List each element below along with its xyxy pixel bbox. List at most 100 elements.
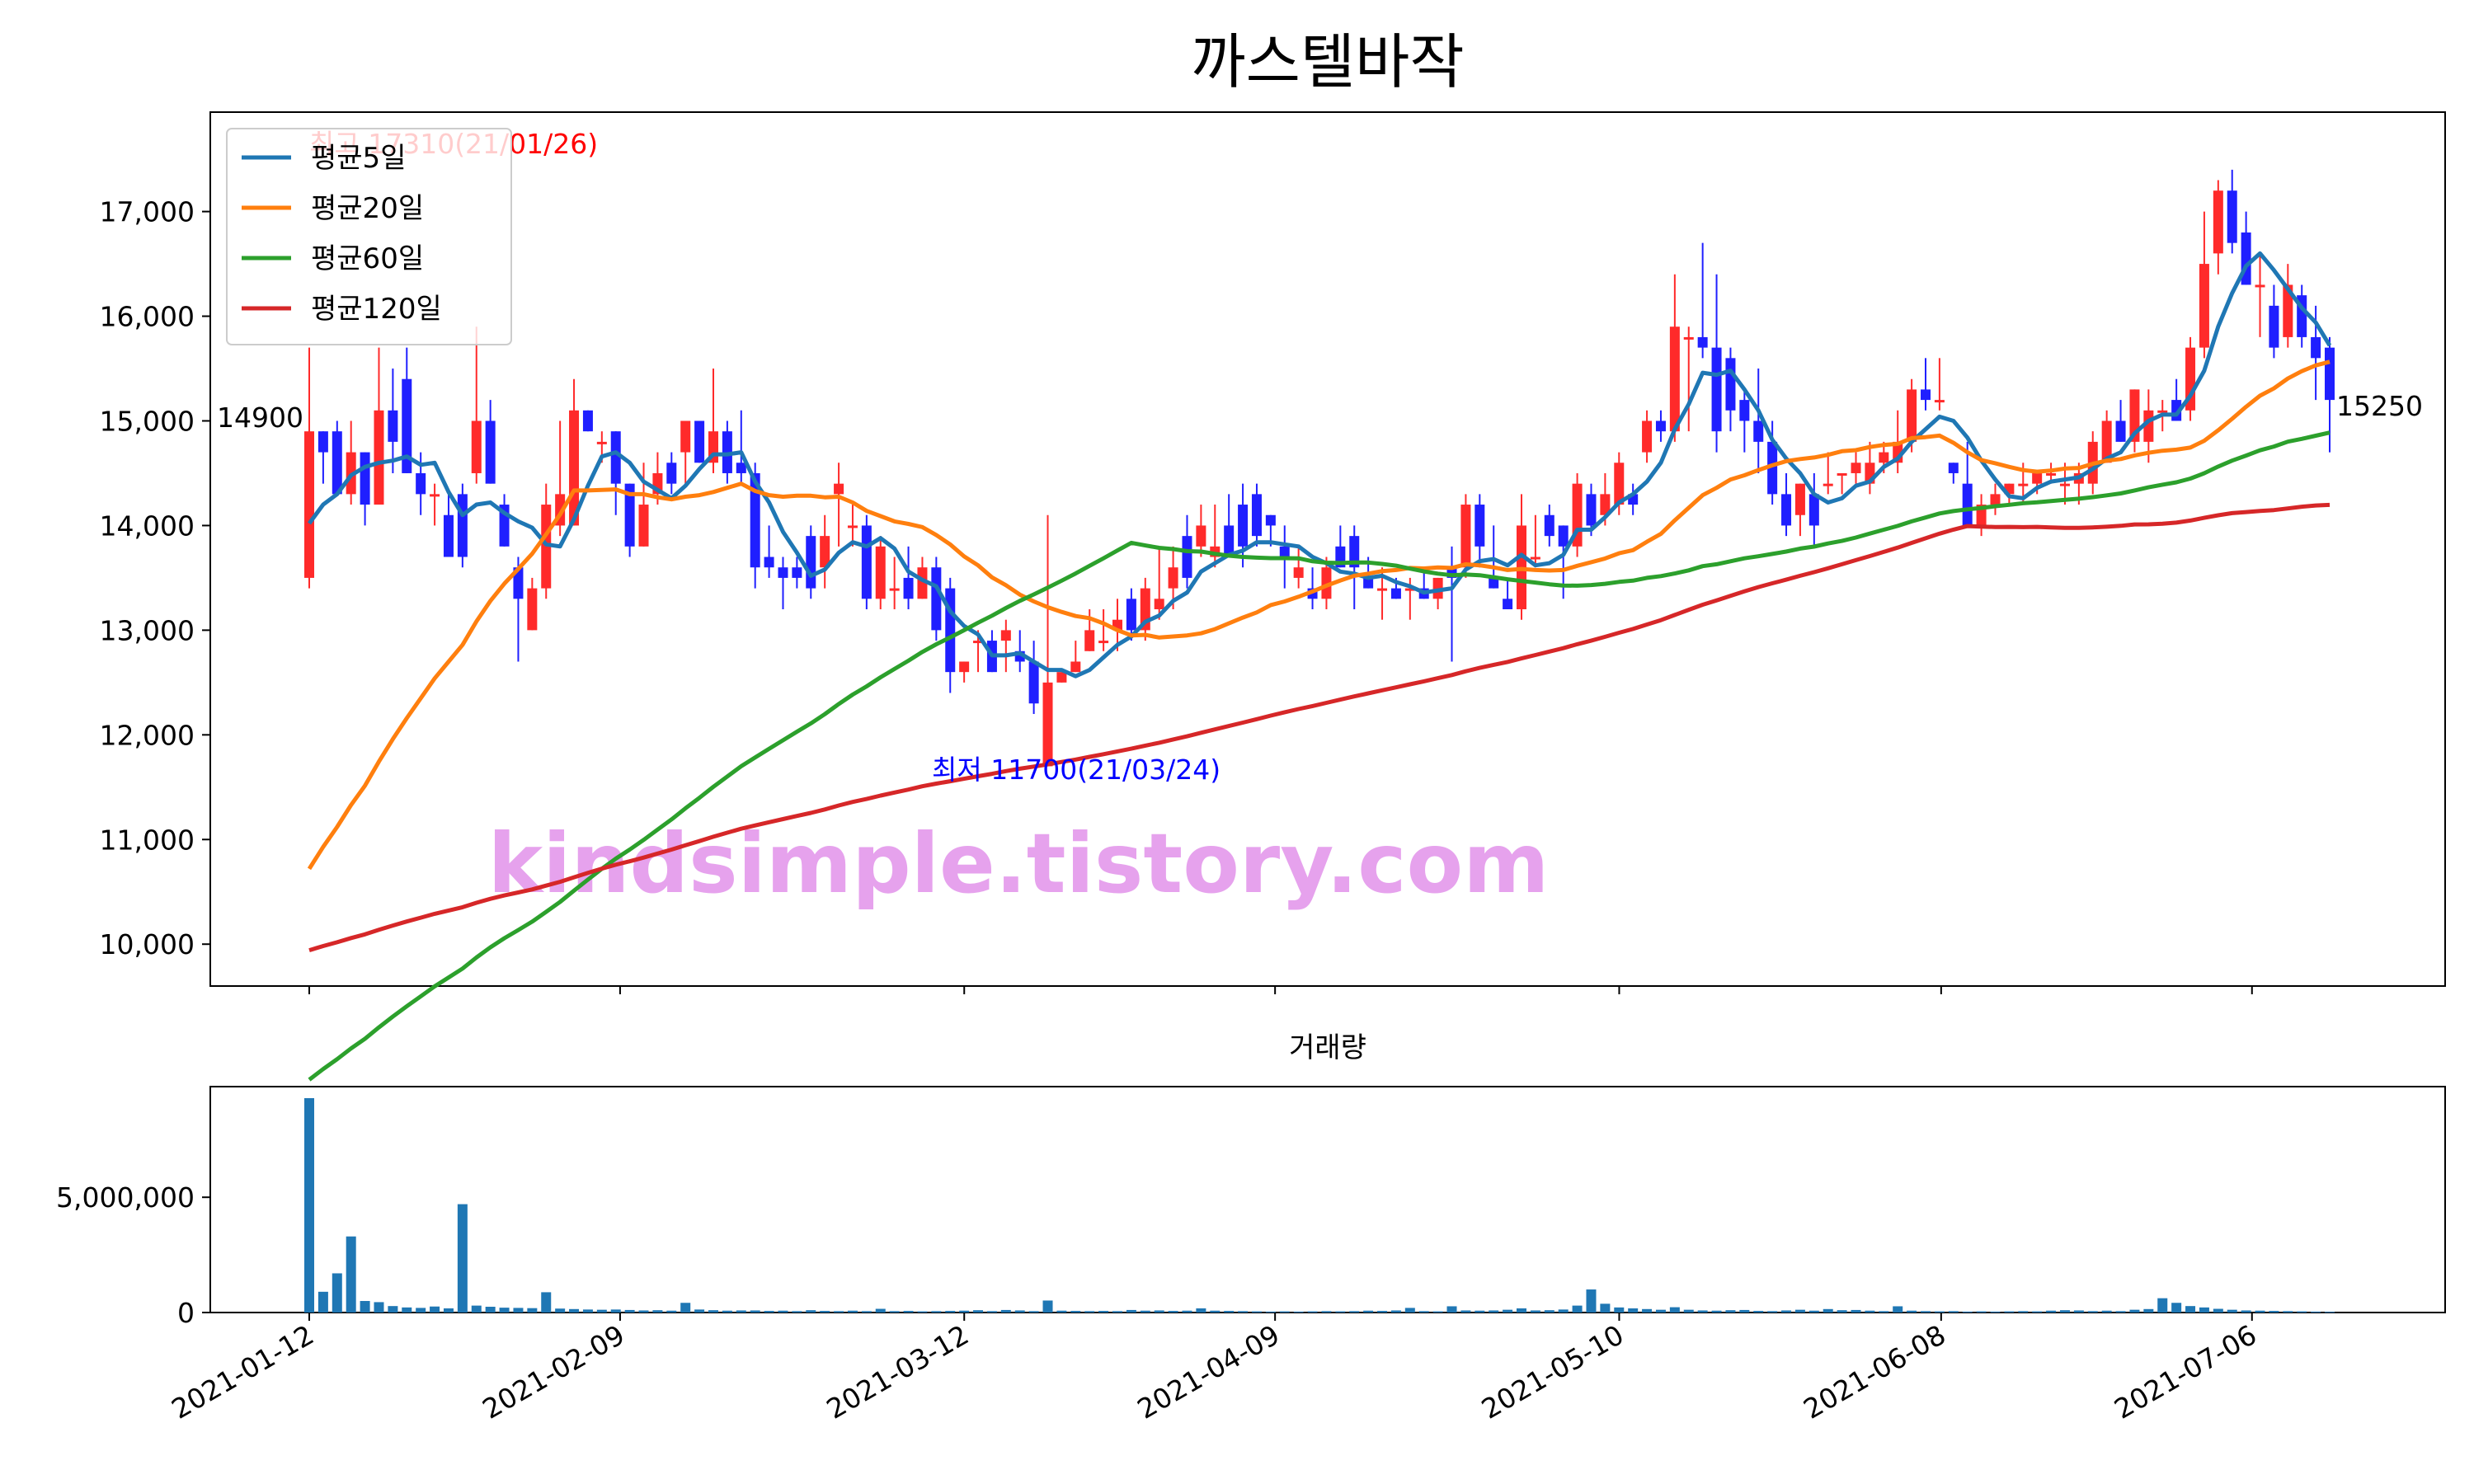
candle-body: [1377, 588, 1388, 591]
candle-body: [861, 525, 872, 599]
volume-bar: [847, 1310, 858, 1313]
volume-bar: [2032, 1311, 2043, 1313]
watermark: kindsimple.tistory.com: [488, 815, 1550, 912]
candle-body: [2199, 264, 2209, 348]
candle-body: [1781, 494, 1792, 526]
price-y-tick-label: 12,000: [100, 719, 195, 751]
candle-body: [443, 514, 454, 557]
candle-body: [2283, 284, 2293, 337]
volume-bar: [304, 1097, 314, 1313]
volume-bar: [1725, 1310, 1736, 1313]
candle-body: [764, 556, 774, 568]
x-tick-label: 2021-01-12: [166, 1318, 319, 1425]
candle-body: [430, 494, 440, 497]
volume-bar: [471, 1305, 482, 1313]
candle-body: [778, 567, 788, 578]
candle-body: [1070, 661, 1081, 673]
volume-bar: [555, 1308, 566, 1313]
volume-y-tick-label: 5,000,000: [56, 1181, 195, 1214]
volume-bar: [1837, 1310, 1847, 1313]
first-close-annotation: 14900: [217, 402, 303, 434]
candle-body: [1851, 463, 1861, 473]
candle-body: [1056, 672, 1067, 683]
volume-bar: [569, 1308, 580, 1313]
volume-bar: [499, 1308, 510, 1313]
volume-bar: [388, 1306, 398, 1313]
candle-body: [736, 463, 746, 473]
candle-body: [1251, 494, 1262, 537]
candle-body: [2059, 483, 2070, 486]
volume-bar: [2143, 1308, 2154, 1313]
candle-body: [903, 577, 914, 599]
volume-bar: [1976, 1311, 1987, 1313]
candle-body: [1503, 599, 1513, 609]
candle-body: [1600, 494, 1611, 515]
volume-bar: [1697, 1310, 1708, 1313]
legend-label-ma20: 평균20일: [311, 192, 424, 225]
volume-bar: [513, 1308, 524, 1313]
volume-bar: [861, 1311, 872, 1313]
candle-body: [1168, 567, 1178, 589]
candle-body: [1404, 588, 1415, 591]
candle-body: [1126, 599, 1136, 631]
volume-bar: [430, 1306, 440, 1313]
volume-bar: [527, 1308, 538, 1313]
volume-bar: [2046, 1310, 2057, 1313]
candle-body: [1279, 546, 1290, 557]
candle-body: [2032, 472, 2043, 484]
candle-body: [2311, 336, 2321, 359]
candle-body: [638, 505, 649, 547]
volume-bar: [2241, 1310, 2251, 1313]
volume-bar: [1140, 1310, 1150, 1313]
volume-bar: [443, 1308, 454, 1313]
volume-bar: [1544, 1310, 1554, 1313]
volume-bar: [1293, 1311, 1304, 1313]
volume-bar: [1907, 1310, 1917, 1313]
volume-bar: [2018, 1311, 2029, 1313]
moving-averages: [307, 251, 2332, 1082]
candle-body: [1293, 567, 1304, 578]
volume-bar: [346, 1236, 356, 1313]
volume-bar: [1028, 1311, 1039, 1313]
volume-bar: [959, 1310, 970, 1313]
volume-bar: [792, 1311, 802, 1313]
candle-body: [1948, 463, 1959, 473]
candle-body: [1558, 525, 1569, 547]
volume-bar: [1390, 1310, 1401, 1313]
volume-bar: [1921, 1311, 1931, 1313]
volume-bar: [2269, 1311, 2279, 1313]
volume-bar: [1363, 1310, 1374, 1313]
volume-bar: [1432, 1311, 1443, 1313]
volume-bar: [1572, 1305, 1583, 1313]
volume-bar: [1962, 1311, 1973, 1313]
volume-bar: [694, 1309, 705, 1313]
candle-body: [917, 567, 928, 599]
price-chart: 10,000 11,000 12,000 13,000 14,000 15,000 16,0…: [100, 111, 2446, 1082]
candle-body: [1238, 505, 1249, 547]
volume-bar: [1823, 1308, 1833, 1313]
volume-bar: [1767, 1311, 1778, 1313]
volume-bar: [2227, 1309, 2237, 1313]
volume-bar: [764, 1311, 774, 1313]
price-y-tick-label: 11,000: [100, 824, 195, 856]
candle-body: [513, 567, 524, 599]
volume-bar: [2171, 1303, 2182, 1313]
x-tick-label: 2021-04-09: [1132, 1318, 1286, 1425]
candlesticks: [304, 169, 2335, 767]
volume-bar: [1530, 1310, 1540, 1313]
price-x-ticks: [308, 986, 2253, 994]
candle-body: [416, 472, 426, 495]
legend-label-ma5: 평균5일: [311, 142, 406, 175]
volume-bar: [1558, 1309, 1569, 1313]
candle-body: [1460, 505, 1471, 568]
volume-bar: [1753, 1311, 1764, 1313]
candle-body: [1390, 588, 1401, 599]
candle-body: [1321, 567, 1332, 599]
watermark-layer: kindsimple.tistory.com: [488, 815, 1550, 912]
candle-body: [2046, 472, 2057, 476]
volume-bar: [2213, 1308, 2223, 1313]
candle-body: [2269, 305, 2279, 348]
volume-bar: [1851, 1309, 1861, 1313]
volume-bar: [750, 1310, 760, 1313]
